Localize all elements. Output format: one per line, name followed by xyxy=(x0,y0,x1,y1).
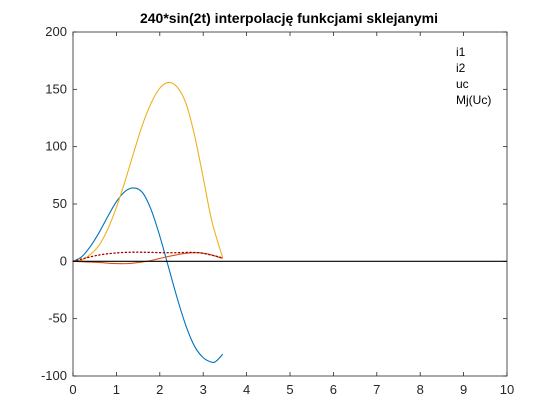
legend-entry: uc xyxy=(456,77,469,91)
legend-entry: i1 xyxy=(456,45,466,59)
x-tick-label: 4 xyxy=(243,382,250,397)
legend-entry: Mj(Uc) xyxy=(456,93,491,107)
y-tick-label: 100 xyxy=(45,139,67,154)
x-tick-label: 7 xyxy=(373,382,380,397)
chart-title: 240*sin(2t) interpolację funkcjami sklej… xyxy=(140,10,438,26)
x-tick-label: 0 xyxy=(69,382,76,397)
y-tick-label: 150 xyxy=(45,81,67,96)
y-tick-label: 0 xyxy=(60,253,67,268)
x-tick-label: 1 xyxy=(113,382,120,397)
x-tick-label: 6 xyxy=(330,382,337,397)
legend-entry: i2 xyxy=(456,61,466,75)
x-tick-label: 2 xyxy=(156,382,163,397)
x-tick-label: 5 xyxy=(286,382,293,397)
x-tick-label: 10 xyxy=(500,382,514,397)
x-tick-label: 3 xyxy=(200,382,207,397)
x-tick-label: 8 xyxy=(417,382,424,397)
plot-area: 0 1 2 3 4 5 6 7 8 9 10 -100 -50 0 50 100 150 200 i1 i2 uc Mj(… xyxy=(41,24,514,397)
series-i1-line xyxy=(72,187,224,364)
y-tick-label: -50 xyxy=(48,311,67,326)
y-tick-label: 200 xyxy=(45,24,67,39)
series-mj-uc-line xyxy=(72,251,224,262)
y-tick-label: 50 xyxy=(53,196,67,211)
series-uc-line xyxy=(72,81,224,262)
y-tick-label: -100 xyxy=(41,368,67,383)
x-tick-label: 9 xyxy=(460,382,467,397)
